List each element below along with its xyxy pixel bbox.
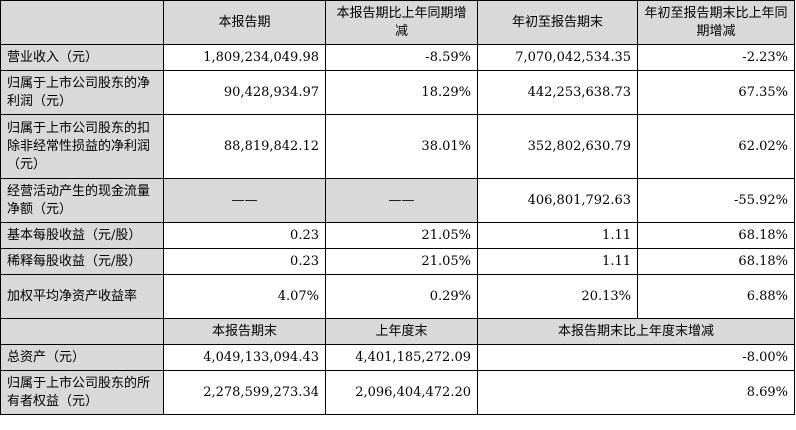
table-row: 稀释每股收益（元/股） 0.23 21.05% 1.11 68.18% [0, 248, 795, 275]
cell-change: 18.29% [325, 70, 478, 115]
row-label: 营业收入（元） [0, 44, 164, 71]
row-label: 归属于上市公司股东的净利润（元） [0, 70, 164, 115]
subheader-corner [0, 318, 164, 345]
cell-period-change: 8.69% [477, 370, 795, 415]
cell-change: 38.01% [325, 114, 478, 179]
cell-ytd: 352,802,630.79 [477, 114, 638, 179]
cell-ytd: 20.13% [477, 274, 638, 319]
table-row: 总资产（元） 4,049,133,094.43 4,401,185,272.09… [0, 344, 795, 371]
cell-current: 4.07% [163, 274, 326, 319]
table-header-row: 本报告期 本报告期比上年同期增减 年初至报告期末 年初至报告期末比上年同期增减 [0, 0, 795, 45]
header-prev-year-end: 上年度末 [325, 318, 478, 345]
row-label: 归属于上市公司股东的所有者权益（元） [0, 370, 164, 415]
cell-ytd-change: 68.18% [637, 222, 795, 249]
cell-ytd: 7,070,042,534.35 [477, 44, 638, 71]
table-row: 经营活动产生的现金流量净额（元） —— —— 406,801,792.63 -5… [0, 178, 795, 223]
row-label: 经营活动产生的现金流量净额（元） [0, 178, 164, 223]
cell-ytd-change: -2.23% [637, 44, 795, 71]
header-ytd: 年初至报告期末 [477, 0, 638, 45]
cell-ytd-change: 62.02% [637, 114, 795, 179]
cell-current: 90,428,934.97 [163, 70, 326, 115]
table-subheader-row: 本报告期末 上年度末 本报告期末比上年度末增减 [0, 318, 795, 345]
header-corner [0, 0, 164, 45]
cell-period-end: 2,278,599,273.34 [163, 370, 326, 415]
cell-current: —— [163, 178, 326, 223]
cell-period-end: 4,049,133,094.43 [163, 344, 326, 371]
table-row: 基本每股收益（元/股） 0.23 21.05% 1.11 68.18% [0, 222, 795, 249]
header-period-end-change: 本报告期末比上年度末增减 [477, 318, 795, 345]
cell-current: 0.23 [163, 222, 326, 249]
table-row: 归属于上市公司股东的扣除非经常性损益的净利润（元） 88,819,842.12 … [0, 114, 795, 179]
cell-ytd: 1.11 [477, 222, 638, 249]
cell-ytd: 1.11 [477, 248, 638, 275]
row-label: 基本每股收益（元/股） [0, 222, 164, 249]
cell-change: 21.05% [325, 222, 478, 249]
financial-summary-table: 本报告期 本报告期比上年同期增减 年初至报告期末 年初至报告期末比上年同期增减 … [0, 0, 795, 415]
header-current-period: 本报告期 [163, 0, 326, 45]
cell-ytd: 442,253,638.73 [477, 70, 638, 115]
cell-period-change: -8.00% [477, 344, 795, 371]
cell-change: 21.05% [325, 248, 478, 275]
row-label: 加权平均净资产收益率 [0, 274, 164, 319]
cell-current: 0.23 [163, 248, 326, 275]
table-row: 营业收入（元） 1,809,234,049.98 -8.59% 7,070,04… [0, 44, 795, 71]
cell-prev-year-end: 4,401,185,272.09 [325, 344, 478, 371]
table-row: 归属于上市公司股东的净利润（元） 90,428,934.97 18.29% 44… [0, 70, 795, 115]
cell-ytd-change: 6.88% [637, 274, 795, 319]
table-row: 加权平均净资产收益率 4.07% 0.29% 20.13% 6.88% [0, 274, 795, 319]
row-label: 总资产（元） [0, 344, 164, 371]
cell-change: -8.59% [325, 44, 478, 71]
cell-current: 88,819,842.12 [163, 114, 326, 179]
cell-change: —— [325, 178, 478, 223]
cell-current: 1,809,234,049.98 [163, 44, 326, 71]
table-row: 归属于上市公司股东的所有者权益（元） 2,278,599,273.34 2,09… [0, 370, 795, 415]
header-current-period-change: 本报告期比上年同期增减 [325, 0, 478, 45]
row-label: 稀释每股收益（元/股） [0, 248, 164, 275]
row-label: 归属于上市公司股东的扣除非经常性损益的净利润（元） [0, 114, 164, 179]
header-ytd-change: 年初至报告期末比上年同期增减 [637, 0, 795, 45]
cell-ytd-change: 67.35% [637, 70, 795, 115]
cell-ytd: 406,801,792.63 [477, 178, 638, 223]
cell-prev-year-end: 2,096,404,472.20 [325, 370, 478, 415]
header-period-end: 本报告期末 [163, 318, 326, 345]
cell-change: 0.29% [325, 274, 478, 319]
cell-ytd-change: -55.92% [637, 178, 795, 223]
cell-ytd-change: 68.18% [637, 248, 795, 275]
